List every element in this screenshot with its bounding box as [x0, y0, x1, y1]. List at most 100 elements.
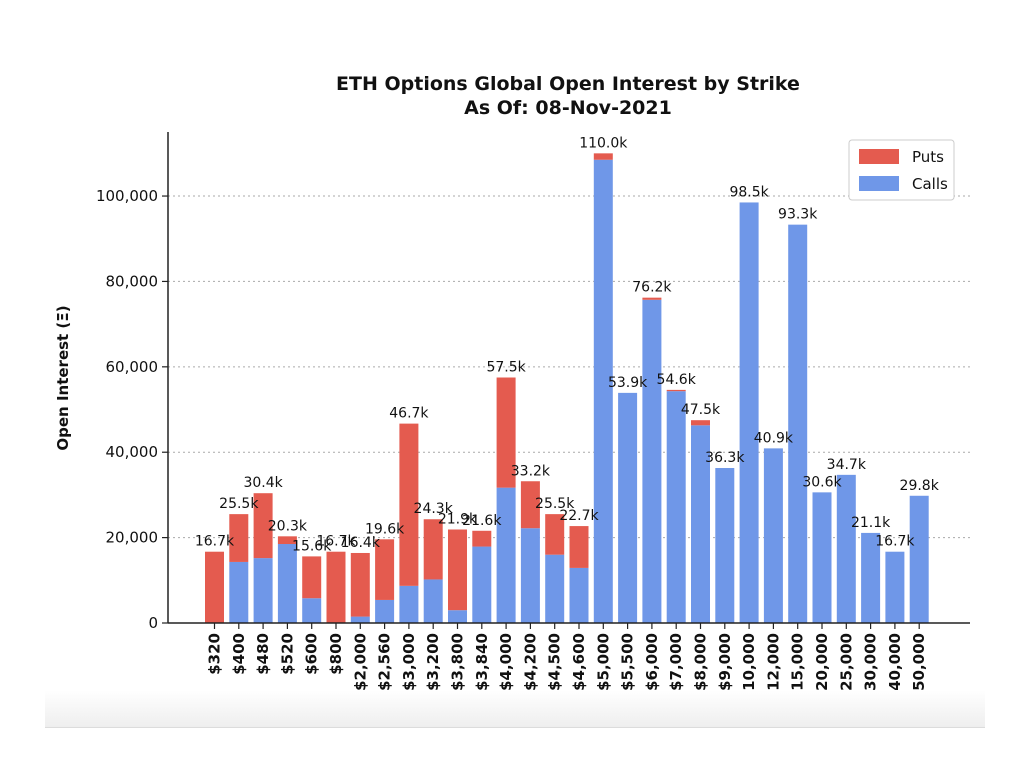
bar-calls: [423, 579, 443, 623]
bar-calls: [302, 598, 322, 623]
data-label: 40.9k: [754, 430, 794, 446]
bar-puts: [472, 530, 492, 547]
bar-calls: [909, 495, 929, 623]
bar-puts: [520, 481, 540, 529]
bar-puts: [448, 529, 467, 611]
bar-puts: [326, 551, 346, 623]
data-labels: 16.7k25.5k30.4k20.3k15.6k16.7k16.4k19.6k…: [195, 135, 940, 554]
data-label: 15.6k: [292, 538, 332, 554]
y-tick-label: 20,000: [106, 529, 159, 547]
x-tick-label: $3,000: [400, 633, 418, 691]
x-tick-label: $4,600: [570, 633, 588, 691]
data-label: 16.7k: [195, 534, 235, 550]
x-tick-label: $5,000: [594, 633, 612, 691]
chart-title: ETH Options Global Open Interest by Stri…: [336, 73, 800, 95]
bar-calls: [593, 159, 613, 623]
data-label: 53.9k: [608, 375, 648, 391]
legend-label-calls: Calls: [912, 175, 948, 193]
data-label: 54.6k: [657, 372, 697, 388]
x-tick-label: $12,000: [764, 633, 782, 701]
data-label: 30.6k: [802, 474, 842, 490]
bar-calls: [691, 425, 710, 623]
bar-puts: [399, 423, 419, 586]
data-label: 93.3k: [778, 207, 818, 223]
x-tick-label: $400: [230, 633, 248, 675]
chart-subtitle: As Of: 08-Nov-2021: [464, 97, 672, 119]
bar-calls: [448, 610, 467, 623]
data-label: 46.7k: [389, 406, 429, 422]
bar-puts: [375, 539, 395, 600]
bar-calls: [642, 299, 662, 623]
bar-calls: [618, 392, 638, 623]
data-label: 57.5k: [486, 360, 526, 376]
bar-calls: [715, 468, 735, 623]
x-tick-label: $50,000: [910, 633, 928, 701]
legend-label-puts: Puts: [912, 148, 944, 166]
x-tick-label: $320: [206, 633, 224, 675]
y-tick-label: 40,000: [106, 443, 159, 461]
x-tick-label: $4,200: [521, 633, 539, 691]
bar-puts: [691, 420, 710, 426]
data-label: 16.7k: [875, 534, 915, 550]
bar-calls: [375, 599, 395, 623]
footer-band: [45, 690, 985, 728]
data-label: 21.1k: [851, 515, 891, 531]
legend-swatch-puts: [859, 149, 899, 164]
data-label: 30.4k: [243, 475, 283, 491]
bar-puts: [350, 552, 370, 617]
bar-calls: [399, 585, 419, 623]
bar-calls: [861, 532, 881, 623]
y-tick-label: 0: [148, 614, 158, 632]
data-label: 47.5k: [681, 402, 721, 418]
bar-calls: [350, 616, 370, 623]
x-tick-label: $30,000: [862, 633, 880, 701]
x-tick-label: $25,000: [837, 633, 855, 701]
bar-puts: [642, 297, 662, 300]
bar-puts: [545, 514, 565, 555]
data-label: 24.3k: [414, 501, 454, 517]
x-tick-label: $15,000: [789, 633, 807, 701]
bar-calls: [763, 448, 783, 623]
legend: Puts Calls: [848, 139, 955, 201]
data-label: 29.8k: [900, 478, 940, 494]
bar-puts: [253, 493, 273, 559]
gridlines: [168, 195, 970, 539]
x-tick-label: $9,000: [716, 633, 734, 691]
bar-calls: [472, 546, 492, 623]
bar-calls: [812, 492, 832, 623]
x-tick-label: $7,000: [667, 633, 685, 691]
data-label: 25.5k: [219, 496, 259, 512]
x-tick-label: $4,500: [546, 633, 564, 691]
x-tick-label: $800: [327, 633, 345, 675]
x-tick-label: $480: [254, 633, 272, 675]
data-label: 25.5k: [535, 496, 575, 512]
y-axis-label: Open Interest (Ξ): [54, 305, 72, 450]
y-tick-label: 80,000: [106, 272, 159, 290]
axes: 0 20,000 40,000 60,000 80,000 100,000 $320 $400…: [96, 132, 970, 701]
bar-calls: [277, 544, 297, 623]
data-label: 98.5k: [729, 184, 769, 200]
data-label: 34.7k: [827, 457, 867, 473]
bar-puts: [277, 536, 297, 545]
x-tick-label: $2,560: [376, 633, 394, 691]
data-label: 16.7k: [316, 534, 356, 550]
x-tick-label: $2,000: [351, 633, 369, 691]
bar-calls: [666, 391, 686, 623]
x-tick-label: $4,000: [497, 633, 515, 691]
footer-line: [45, 727, 985, 728]
data-label: 36.3k: [705, 450, 745, 466]
y-tick-label: 100,000: [96, 187, 158, 205]
bar-calls: [788, 224, 808, 623]
x-tick-label: $40,000: [886, 633, 904, 701]
x-tick-label: $3,200: [424, 633, 442, 691]
bar-calls: [739, 202, 759, 624]
bar-calls: [229, 561, 249, 623]
x-tick-label: $5,500: [619, 633, 637, 691]
bar-puts: [302, 556, 322, 599]
bar-puts: [666, 389, 686, 392]
data-label: 21.6k: [462, 513, 502, 529]
y-tick-label: 60,000: [106, 358, 159, 376]
x-tick-label: $600: [303, 633, 321, 675]
